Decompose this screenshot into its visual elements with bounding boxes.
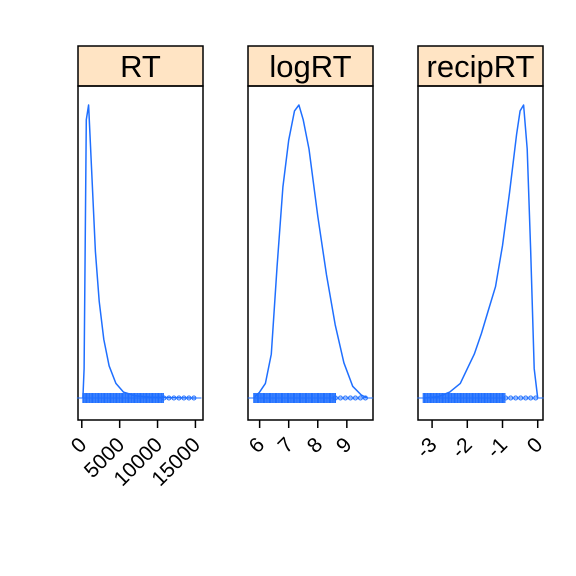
- density-line: [253, 104, 368, 399]
- strip-label: logRT: [269, 49, 351, 84]
- panel-logrt: logRT 6 7 8 9: [245, 45, 374, 458]
- panel-frame: [417, 85, 544, 421]
- panel-reciprt: recipRT -3 -2 -1 0: [412, 45, 548, 463]
- rug-marks: [247, 393, 374, 403]
- x-tick-label--1: -1: [483, 433, 512, 462]
- x-tick-label-8: 8: [303, 433, 328, 458]
- strip-background: [77, 45, 204, 87]
- rug-marks: [417, 393, 544, 403]
- x-tick-label--3: -3: [412, 433, 441, 462]
- strip-label: RT: [120, 49, 161, 84]
- x-tick-label-7: 7: [274, 433, 299, 458]
- density-line: [424, 104, 539, 399]
- panel-frame: [247, 85, 374, 421]
- rug-marks: [76, 393, 202, 403]
- panel-frame: [77, 85, 204, 421]
- x-tick-label-6: 6: [245, 433, 270, 458]
- x-tick-label-0: 0: [523, 433, 548, 458]
- strip-background: [247, 45, 374, 87]
- x-tick-label-0: 0: [67, 433, 92, 458]
- x-tick-label--2: -2: [447, 433, 476, 462]
- strip-label: recipRT: [427, 49, 535, 84]
- x-tick-label-9: 9: [332, 433, 357, 458]
- density-line: [82, 104, 196, 399]
